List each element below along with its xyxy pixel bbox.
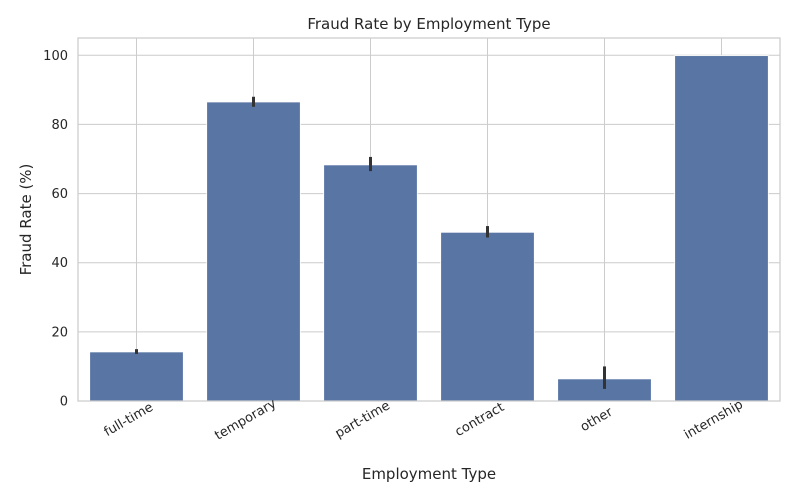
y-tick-label: 60 bbox=[51, 187, 68, 202]
bar-internship bbox=[674, 55, 769, 402]
x-tick-label-contract: contract bbox=[453, 400, 507, 440]
y-tick-label: 0 bbox=[60, 395, 68, 410]
x-tick-label-part-time: part-time bbox=[333, 398, 393, 441]
y-tick-label: 20 bbox=[51, 325, 68, 340]
x-tick-label-full-time: full-time bbox=[102, 400, 156, 440]
axes-frame bbox=[77, 37, 781, 402]
bar-contract bbox=[440, 231, 535, 402]
x-tick-label-internship: internship bbox=[682, 397, 746, 443]
y-tick-label: 40 bbox=[51, 256, 68, 271]
bar-temporary bbox=[206, 101, 301, 402]
bar-full-time bbox=[89, 351, 184, 402]
bar-part-time bbox=[323, 164, 418, 402]
y-tick-label: 100 bbox=[43, 49, 68, 64]
x-tick-labels: full-time temporary part-time contract other… bbox=[102, 396, 746, 443]
x-axis-label: Employment Type bbox=[362, 465, 496, 483]
y-tick-labels: 0 20 40 60 80 100 bbox=[43, 49, 68, 410]
y-axis-label: Fraud Rate (%) bbox=[17, 164, 35, 276]
bars bbox=[89, 55, 769, 402]
x-tick-label-temporary: temporary bbox=[212, 396, 279, 443]
x-tick-label-other: other bbox=[578, 404, 616, 435]
y-tick-label: 80 bbox=[51, 118, 68, 133]
error-bars bbox=[135, 96, 606, 389]
chart-title: Fraud Rate by Employment Type bbox=[307, 15, 550, 33]
